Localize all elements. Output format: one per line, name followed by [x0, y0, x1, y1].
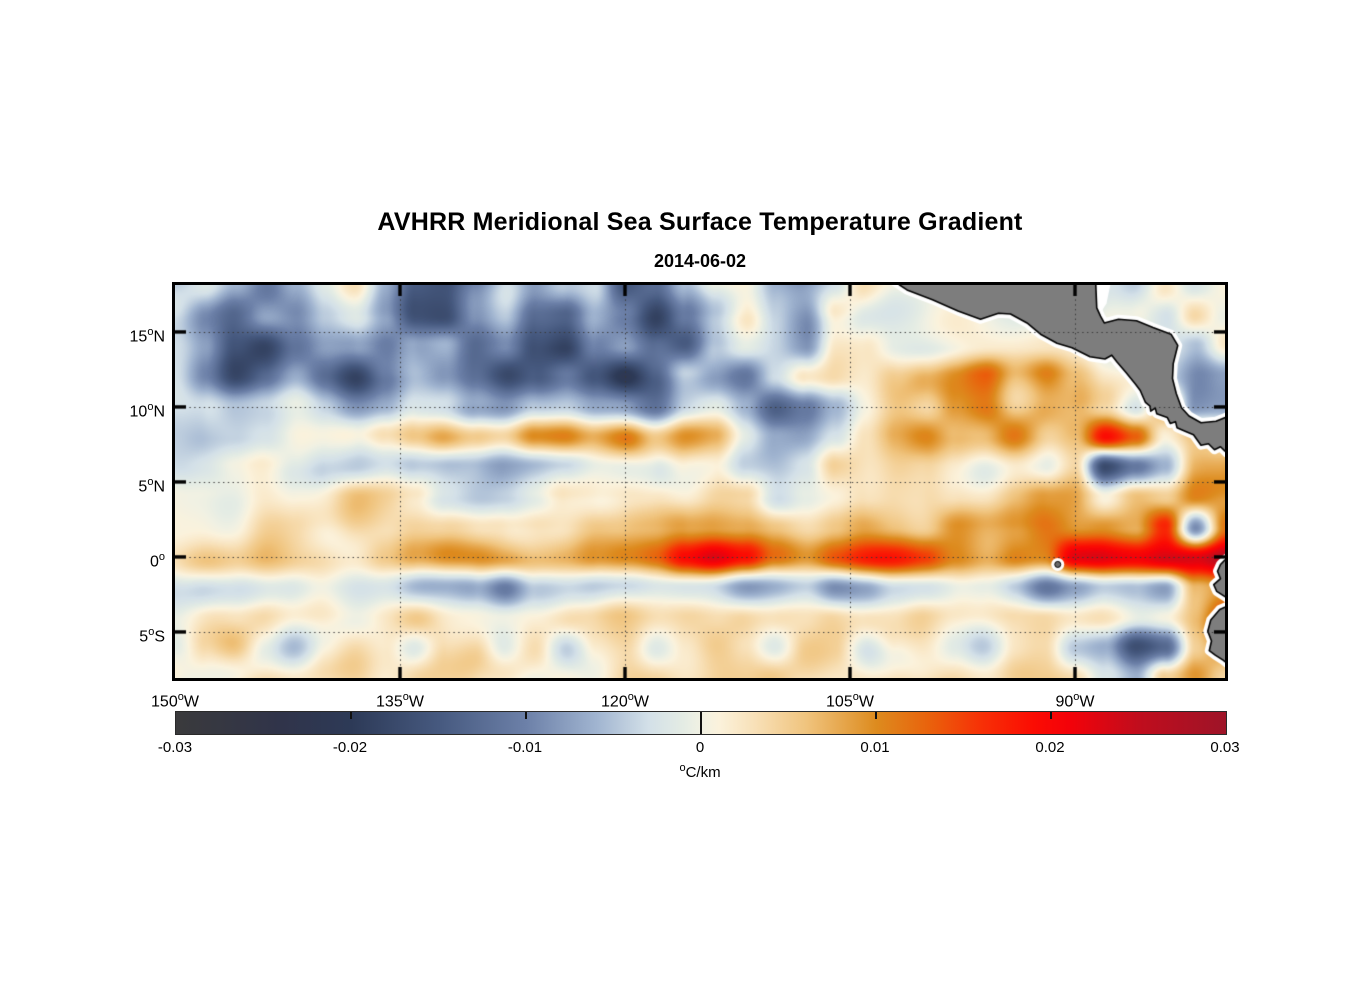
colorbar-tick [875, 712, 877, 719]
x-axis-tick-label: 150oW [151, 691, 199, 711]
colorbar-tick-label: -0.02 [332, 739, 368, 756]
colorbar-tick [525, 712, 527, 719]
colorbar-tick-label: 0.01 [860, 739, 890, 756]
x-axis-tick-label: 105oW [826, 691, 874, 711]
y-axis-tick-label: 5oS [139, 625, 165, 646]
colorbar-tick-label: -0.01 [507, 739, 543, 756]
y-axis-tick-label: 10oN [129, 400, 165, 421]
colorbar-tick [700, 712, 702, 734]
x-axis-tick-label: 135oW [376, 691, 424, 711]
y-axis-tick-label: 5oN [138, 475, 165, 496]
chart-subtitle: 2014-06-02 [653, 251, 747, 271]
chart-title: AVHRR Meridional Sea Surface Temperature… [377, 208, 1023, 236]
x-axis-tick-label: 90oW [1055, 691, 1095, 711]
colorbar-tick-label: 0.03 [1210, 739, 1240, 756]
y-axis-tick-label: 0o [149, 550, 165, 571]
x-axis-tick-label: 120oW [601, 691, 649, 711]
colorbar-tick-label: 0 [695, 739, 705, 756]
colorbar-tick [1050, 712, 1052, 719]
colorbar [175, 711, 1227, 735]
colorbar-tick-label: 0.02 [1035, 739, 1065, 756]
colorbar-unit-label: oC/km [679, 762, 721, 781]
colorbar-tick-label: -0.03 [157, 739, 193, 756]
colorbar-tick [350, 712, 352, 719]
gridlines-ticks-canvas [175, 285, 1225, 678]
y-axis-tick-label: 15oN [129, 325, 165, 346]
